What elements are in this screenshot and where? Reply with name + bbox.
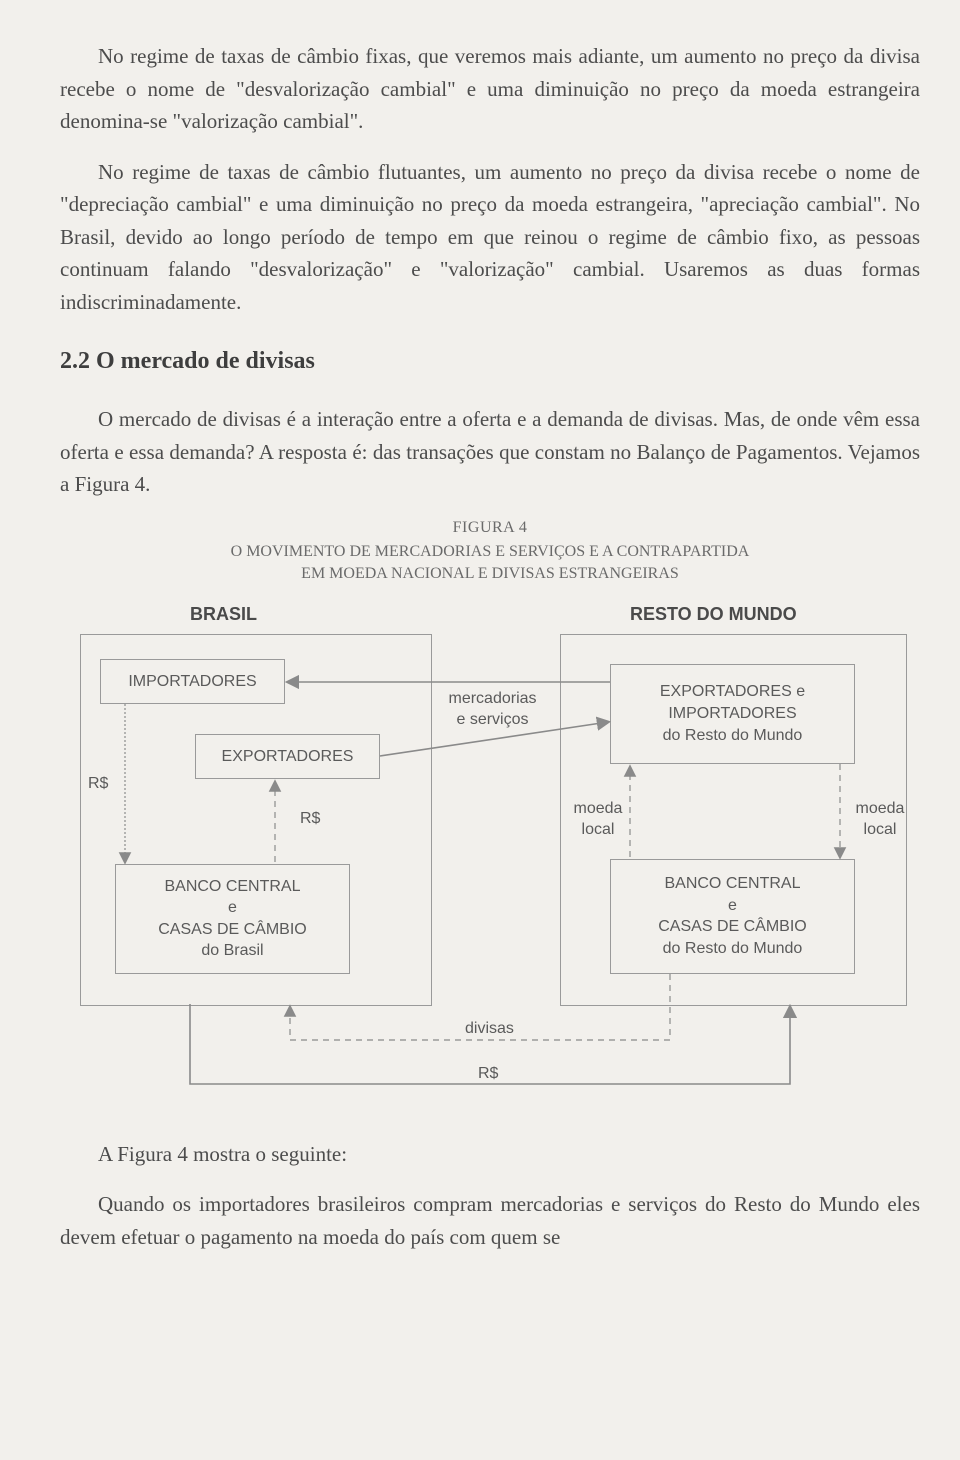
figure-title: O MOVIMENTO DE MERCADORIAS E SERVIÇOS E …: [60, 541, 920, 586]
figure-title-line1: O MOVIMENTO DE MERCADORIAS E SERVIÇOS E …: [231, 543, 750, 560]
paragraph-4: A Figura 4 mostra o seguinte:: [60, 1138, 920, 1171]
figure-title-line2: EM MOEDA NACIONAL E DIVISAS ESTRANGEIRAS: [301, 565, 679, 582]
section-heading: 2.2 O mercado de divisas: [60, 348, 920, 375]
page: No regime de taxas de câmbio fixas, que …: [0, 0, 960, 1331]
paragraph-1: No regime de taxas de câmbio fixas, que …: [60, 40, 920, 138]
paragraph-2: No regime de taxas de câmbio flutuantes,…: [60, 156, 920, 319]
flow-diagram: BRASIL RESTO DO MUNDO IMPORTADORES EXPOR…: [70, 604, 910, 1114]
figure-label: FIGURA 4: [60, 519, 920, 537]
arrows-layer: [70, 604, 910, 1114]
paragraph-5: Quando os importadores brasileiros compr…: [60, 1188, 920, 1253]
paragraph-3: O mercado de divisas é a interação entre…: [60, 403, 920, 501]
